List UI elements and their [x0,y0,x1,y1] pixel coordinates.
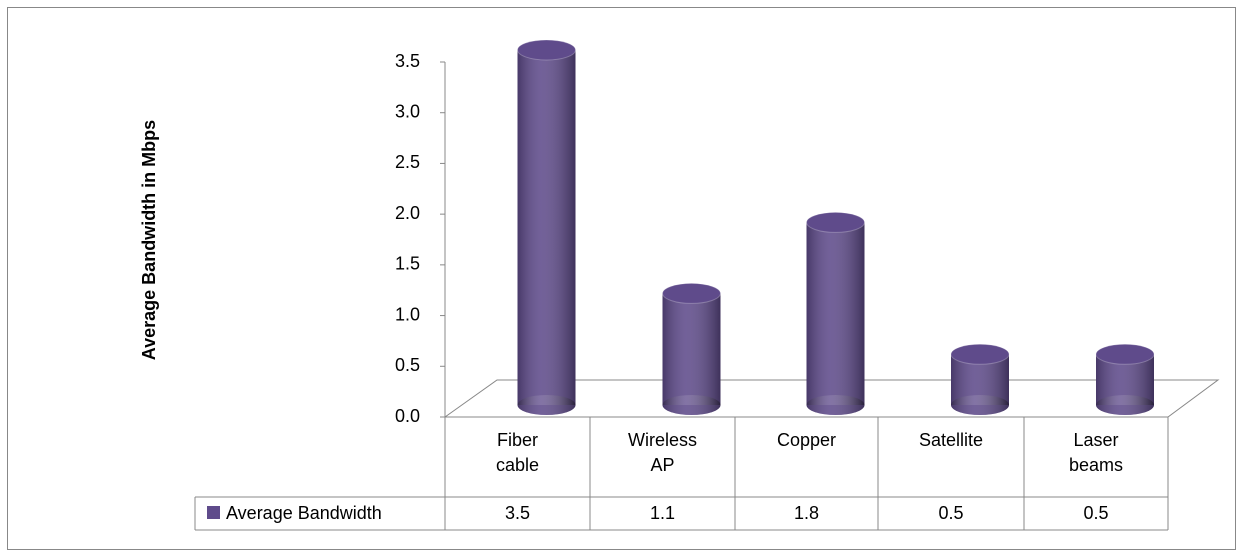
legend-swatch [207,506,220,519]
bar-shade-bottom [806,395,865,415]
bar-top [517,39,576,61]
y-tick-label: 0.0 [395,406,420,426]
bar-top [806,211,865,233]
floor [443,379,1220,418]
chart-border [7,7,1236,550]
bar-shade-bottom [1096,395,1154,415]
x-tick-label: Satellite [918,430,984,450]
data-table-value: 1.1 [650,503,675,523]
x-tick-label: Copper [776,430,837,450]
bar-shade-bottom [951,395,1009,415]
y-tick-label: 2.5 [395,152,420,172]
bar-shade [806,222,865,405]
data-table-value: 0.5 [938,503,963,523]
data-table-value: 1.8 [794,503,819,523]
y-tick-label: 1.5 [395,254,420,274]
x-tick-label: Laser beams [1068,430,1124,475]
bar-top [1095,343,1155,365]
bar-shade-bottom [662,395,721,415]
y-tick-label: 0.5 [395,355,420,375]
bar-top [950,343,1010,365]
data-table-value: 0.5 [1083,503,1108,523]
bar-shade [662,293,721,405]
x-tick-label: Wireless AP [627,430,697,475]
y-axis-title: Average Bandwidth in Mbps [139,120,159,360]
y-tick-label: 2.0 [395,203,420,223]
y-tick-label: 3.5 [395,51,420,71]
data-table-value: 3.5 [505,503,530,523]
legend-label: Average Bandwidth [226,503,382,523]
bar-shade [517,50,576,405]
x-tick-label: Fiber cable [495,430,540,475]
y-tick-label: 1.0 [395,304,420,324]
y-tick-label: 3.0 [395,101,420,121]
bar-top [662,282,721,304]
bar-shade-bottom [517,395,576,415]
